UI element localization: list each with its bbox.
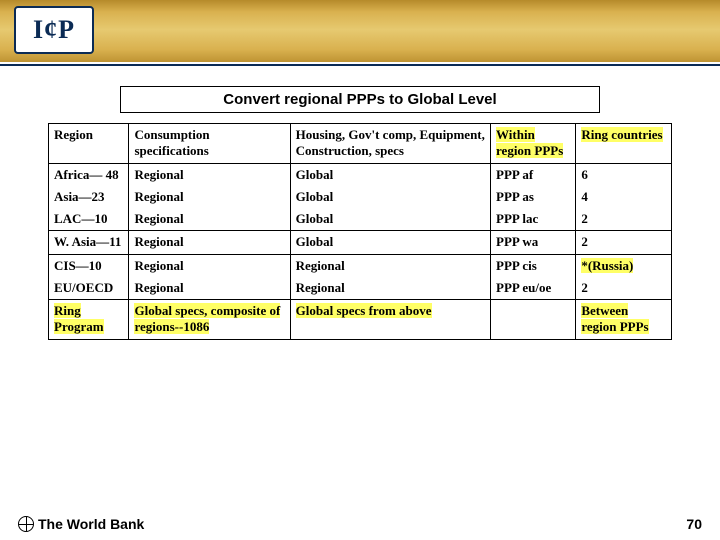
table-cell: LAC—10	[49, 208, 129, 231]
table-header-cell: Within region PPPs	[491, 124, 576, 164]
table-cell: Global	[290, 208, 490, 231]
table-cell: 4	[576, 186, 672, 208]
table-cell: 2	[576, 277, 672, 300]
table-cell: Regional	[129, 254, 290, 277]
table-cell: Regional	[129, 277, 290, 300]
table-cell: Ring Program	[49, 300, 129, 340]
table-cell: PPP cis	[491, 254, 576, 277]
ppp-table: RegionConsumption specificationsHousing,…	[48, 123, 672, 340]
table-cell: Global	[290, 231, 490, 254]
table-cell: Global	[290, 163, 490, 186]
table-header-cell: Ring countries	[576, 124, 672, 164]
table-cell: CIS—10	[49, 254, 129, 277]
table-cell: PPP as	[491, 186, 576, 208]
table-cell: 2	[576, 208, 672, 231]
logo-text: I¢P	[33, 15, 75, 45]
table-cell: EU/OECD	[49, 277, 129, 300]
table-header-cell: Consumption specifications	[129, 124, 290, 164]
table-cell: Regional	[129, 163, 290, 186]
table-cell: Between region PPPs	[576, 300, 672, 340]
table-cell: Global	[290, 186, 490, 208]
footer-org: The World Bank	[38, 516, 144, 532]
table-cell: 2	[576, 231, 672, 254]
world-map-decor	[110, 4, 710, 58]
table-cell: PPP lac	[491, 208, 576, 231]
table-cell: Asia—23	[49, 186, 129, 208]
table-cell: Global specs from above	[290, 300, 490, 340]
footer: The World Bank 70	[18, 516, 702, 532]
banner-underline	[0, 62, 720, 66]
table-cell: 6	[576, 163, 672, 186]
header-banner: I¢P	[0, 0, 720, 66]
footer-left: The World Bank	[18, 516, 144, 532]
table-cell: Regional	[129, 231, 290, 254]
table-cell: *(Russia)	[576, 254, 672, 277]
table-cell: Regional	[129, 186, 290, 208]
table-header-cell: Housing, Gov't comp, Equipment, Construc…	[290, 124, 490, 164]
table-cell: PPP eu/oe	[491, 277, 576, 300]
table-cell: Global specs, composite of regions--1086	[129, 300, 290, 340]
table-cell: PPP af	[491, 163, 576, 186]
icp-logo: I¢P	[14, 6, 94, 54]
globe-icon	[18, 516, 34, 532]
page-number: 70	[686, 516, 702, 532]
table-cell: Africa— 48	[49, 163, 129, 186]
slide-title: Convert regional PPPs to Global Level	[120, 86, 600, 113]
table-container: RegionConsumption specificationsHousing,…	[48, 123, 672, 340]
table-cell: Regional	[290, 254, 490, 277]
table-cell: Regional	[290, 277, 490, 300]
table-cell: Regional	[129, 208, 290, 231]
table-cell: W. Asia—11	[49, 231, 129, 254]
table-cell	[491, 300, 576, 340]
table-cell: PPP wa	[491, 231, 576, 254]
table-header-cell: Region	[49, 124, 129, 164]
